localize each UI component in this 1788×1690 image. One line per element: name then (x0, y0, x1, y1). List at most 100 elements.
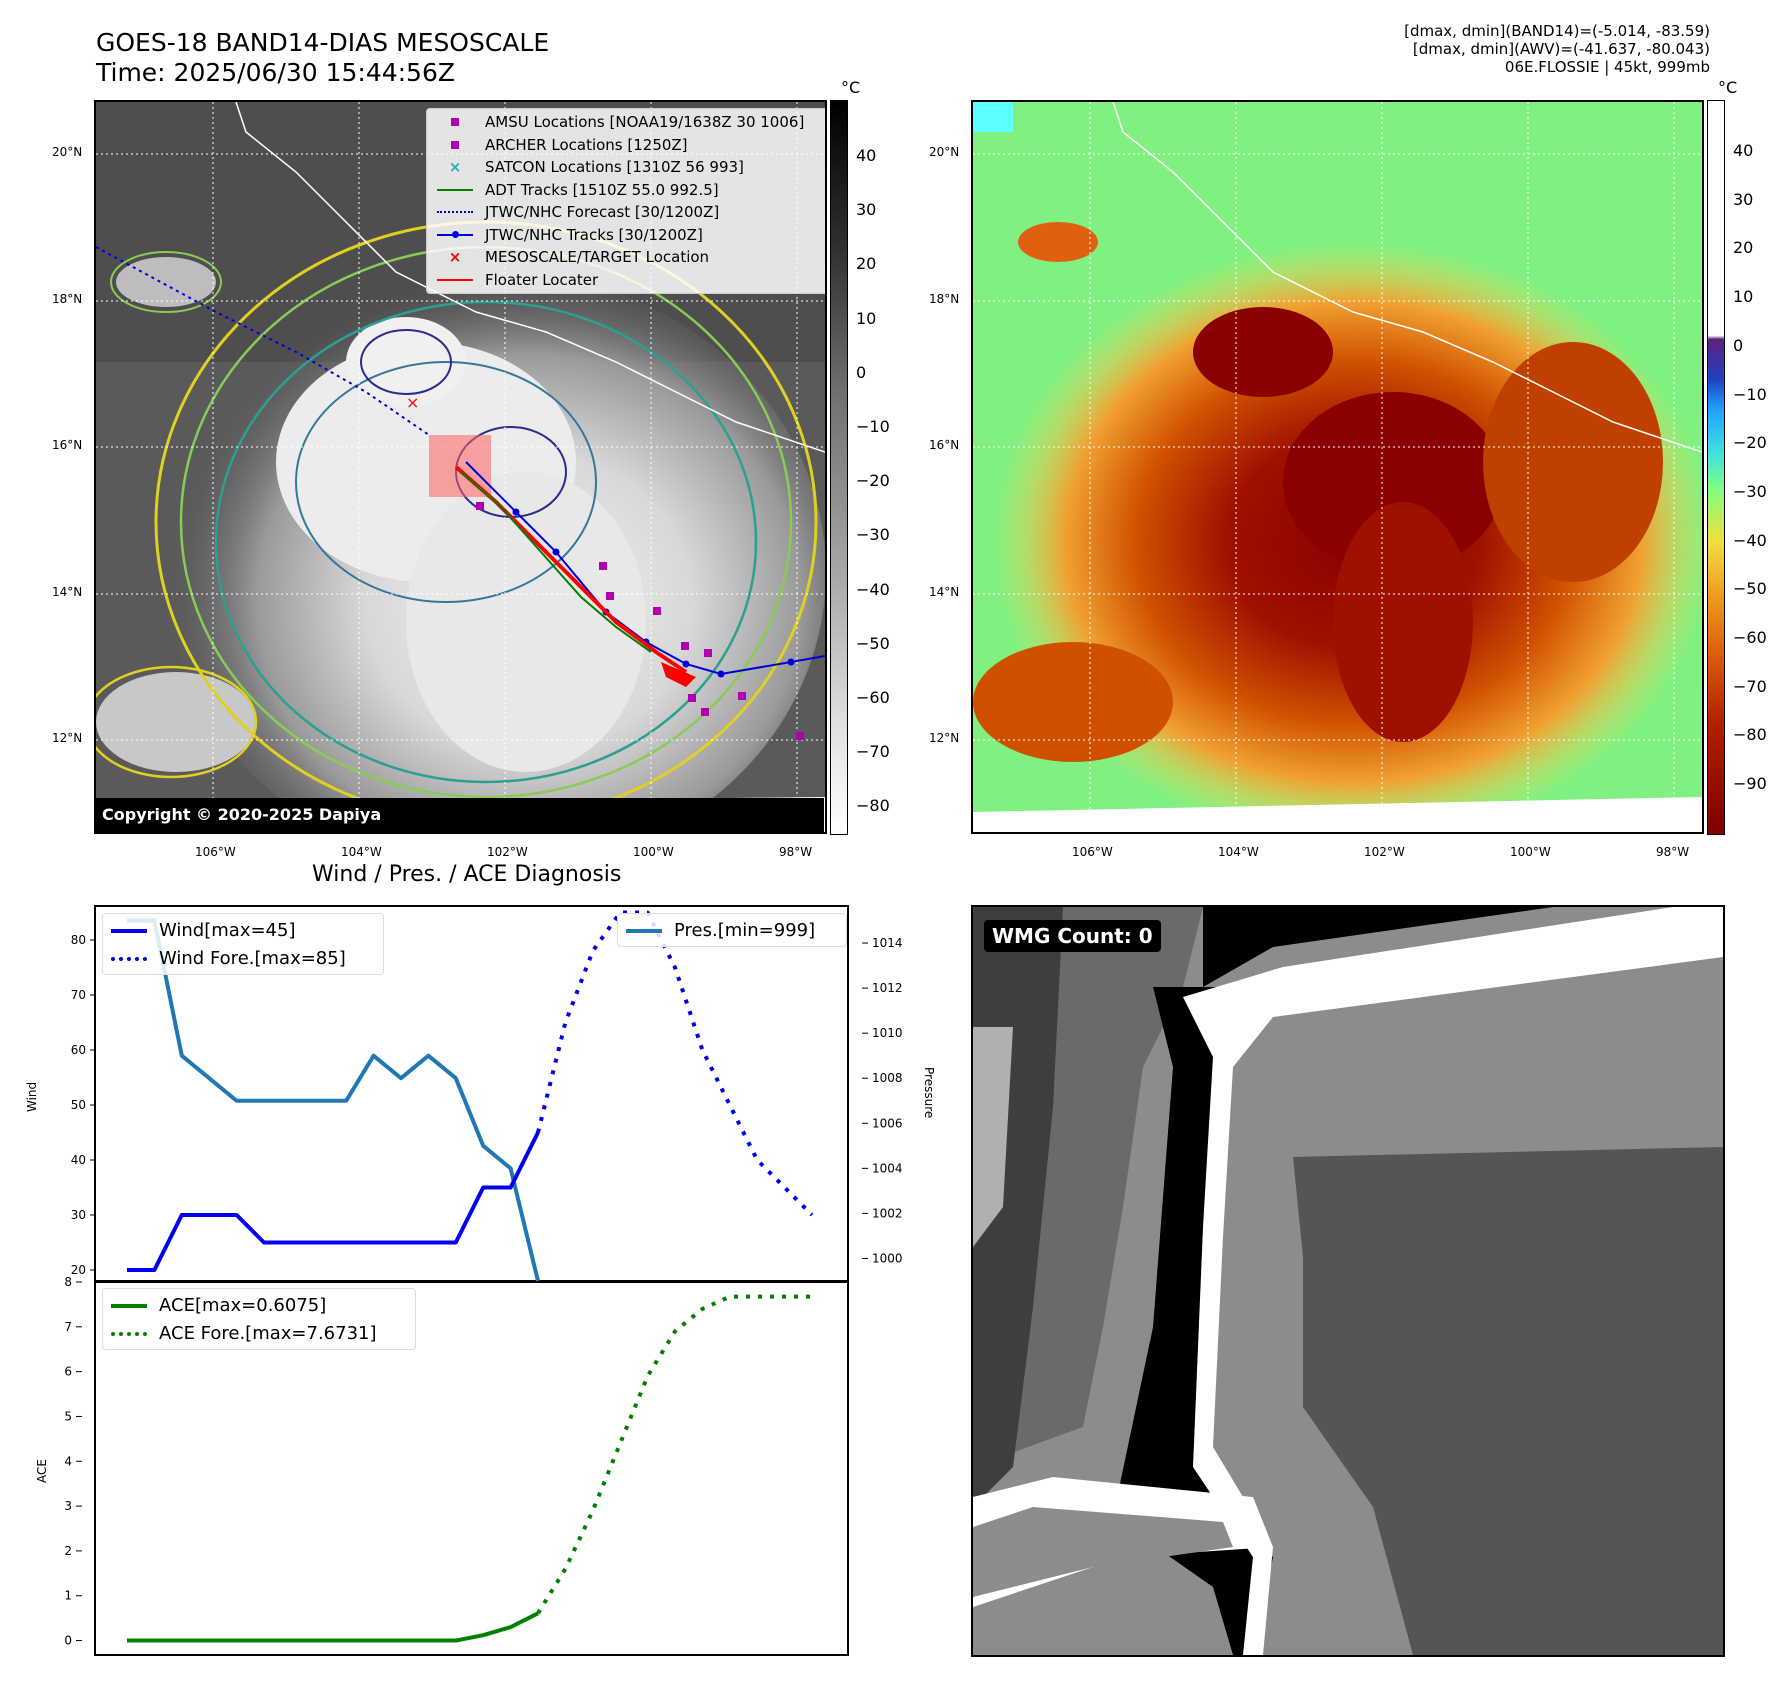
wmg-count-badge: WMG Count: 0 (984, 920, 1161, 952)
legend-item-pressure: Pres.[min=999] (624, 916, 840, 944)
line-icon (435, 269, 475, 291)
colorbar-tick-label: −90 (1733, 774, 1767, 794)
pressure-tick-label: 1006 (872, 1116, 903, 1130)
wind-tick-label: 70 (71, 988, 86, 1002)
storm-info: [dmax, dmin](BAND14)=(-5.014, -83.59) [d… (1404, 22, 1710, 76)
pressure-axis-label: Pressure (922, 1067, 936, 1119)
copyright-banner: Copyright © 2020-2025 Dapiya (96, 798, 824, 832)
colorbar-tick-label: −10 (856, 417, 890, 436)
legend-item-archer: ARCHER Locations [1250Z] (435, 134, 825, 157)
panel-title: GOES-18 BAND14-DIAS MESOSCALE Time: 2025… (96, 28, 549, 88)
wind-tick-label: 50 (71, 1098, 86, 1112)
colorbar-tick-label: −40 (856, 579, 890, 599)
legend-label: Wind Fore.[max=85] (159, 947, 346, 969)
info-line-3: 06E.FLOSSIE | 45kt, 999mb (1504, 58, 1710, 76)
ace-tick-label: 3 (64, 1499, 72, 1513)
latitude-tick-label: 16°N (52, 438, 83, 452)
legend-item-wind: Wind[max=45] (109, 916, 377, 944)
ace-tick-label: 8 (64, 1275, 72, 1289)
pressure-tick-label: 1008 (872, 1071, 903, 1085)
dotted-line-icon (109, 1322, 149, 1344)
awv-colorbar (1707, 100, 1725, 835)
latitude-tick-label: 14°N (929, 585, 960, 599)
pressure-tick-label: 1000 (872, 1251, 903, 1265)
latitude-tick-label: 12°N (52, 731, 83, 745)
legend-label: Pres.[min=999] (674, 919, 816, 941)
line-icon (435, 179, 475, 201)
diagnosis-title: Wind / Pres. / ACE Diagnosis (312, 862, 622, 887)
awv-imagery (973, 102, 1702, 832)
latitude-tick-label: 16°N (929, 438, 960, 452)
wind-tick-label: 30 (71, 1208, 86, 1222)
svg-text:×: × (406, 393, 419, 412)
longitude-tick-label: 104°W (1218, 845, 1259, 859)
wmg-imagery (973, 907, 1723, 1655)
colorbar-tick-label: 0 (856, 362, 867, 382)
ace-tick-label: 0 (64, 1634, 72, 1648)
latitude-tick-label: 14°N (52, 585, 83, 599)
ir-legend: AMSU Locations [NOAA19/1638Z 30 1006] AR… (426, 108, 825, 294)
colorbar-tick-label: −50 (1733, 579, 1767, 599)
colorbar-tick-label: 0 (1733, 335, 1744, 355)
x-marker-icon: × (448, 158, 462, 177)
ace-axis-label: ACE (35, 1459, 49, 1483)
ace-tick-label: 7 (64, 1320, 72, 1334)
square-marker-icon (435, 111, 475, 133)
pressure-legend: Pres.[min=999] (617, 913, 847, 947)
legend-label: Floater Locater (485, 270, 599, 289)
colorbar-tick-label: −20 (1733, 433, 1767, 453)
longitude-tick-label: 100°W (633, 845, 674, 859)
colorbar-tick-label: 30 (856, 200, 877, 220)
legend-label: SATCON Locations [1310Z 56 993] (485, 158, 744, 177)
longitude-tick-label: 104°W (341, 845, 382, 859)
colorbar-tick-label: −30 (1733, 481, 1767, 501)
title-line-2: Time: 2025/06/30 15:44:56Z (96, 58, 455, 87)
latitude-tick-label: 18°N (929, 292, 960, 306)
ir-colorbar-unit: °C (841, 78, 861, 97)
longitude-tick-label: 102°W (1364, 845, 1405, 859)
legend-item-wind-forecast: Wind Fore.[max=85] (109, 944, 377, 972)
latitude-tick-label: 20°N (929, 145, 960, 159)
awv-map-panel (971, 100, 1704, 834)
legend-label: JTWC/NHC Forecast [30/1200Z] (485, 203, 720, 222)
legend-label: JTWC/NHC Tracks [30/1200Z] (485, 225, 703, 244)
colorbar-tick-label: −80 (856, 796, 890, 816)
ace-tick-label: 6 (64, 1365, 72, 1379)
wind-tick-label: 80 (71, 933, 86, 947)
legend-item-ace-forecast: ACE Fore.[max=7.6731] (109, 1319, 409, 1347)
colorbar-tick-label: 20 (1733, 238, 1754, 258)
awv-colorbar-unit: °C (1718, 78, 1738, 97)
colorbar-tick-label: −20 (856, 471, 890, 491)
colorbar-tick-label: 10 (856, 308, 877, 328)
legend-label: ACE Fore.[max=7.6731] (159, 1322, 377, 1344)
ace-tick-label: 5 (64, 1409, 72, 1423)
legend-item-satcon: × SATCON Locations [1310Z 56 993] (435, 156, 825, 179)
ace-tick-label: 2 (64, 1544, 72, 1558)
wmg-panel (971, 905, 1725, 1657)
ace-legend: ACE[max=0.6075] ACE Fore.[max=7.6731] (102, 1288, 416, 1350)
wind-tick-label: 60 (71, 1043, 86, 1057)
colorbar-tick-label: −70 (1733, 676, 1767, 696)
pressure-tick-label: 1010 (872, 1026, 903, 1040)
colorbar-tick-label: −30 (856, 525, 890, 545)
wind-tick-label: 20 (71, 1263, 86, 1277)
line-icon (624, 919, 664, 941)
colorbar-tick-label: −50 (856, 633, 890, 653)
ace-tick-label: 1 (64, 1589, 72, 1603)
legend-item-floater: Floater Locater (435, 269, 825, 292)
colorbar-tick-label: 20 (856, 254, 877, 274)
legend-label: ACE[max=0.6075] (159, 1294, 327, 1316)
longitude-tick-label: 98°W (1656, 845, 1690, 859)
legend-item-tracks: JTWC/NHC Tracks [30/1200Z] (435, 224, 825, 247)
wind-legend: Wind[max=45] Wind Fore.[max=85] (102, 913, 384, 975)
colorbar-tick-label: −40 (1733, 530, 1767, 550)
line-icon (109, 919, 149, 941)
wind-axis-label: Wind (25, 1081, 39, 1112)
colorbar-tick-label: −70 (856, 742, 890, 762)
info-line-1: [dmax, dmin](BAND14)=(-5.014, -83.59) (1404, 22, 1710, 40)
colorbar-tick-label: −60 (1733, 628, 1767, 647)
legend-label: ARCHER Locations [1250Z] (485, 135, 688, 154)
colorbar-tick-label: 40 (856, 146, 877, 165)
colorbar-tick-label: −80 (1733, 725, 1767, 745)
wind-pressure-chart (94, 905, 849, 1283)
